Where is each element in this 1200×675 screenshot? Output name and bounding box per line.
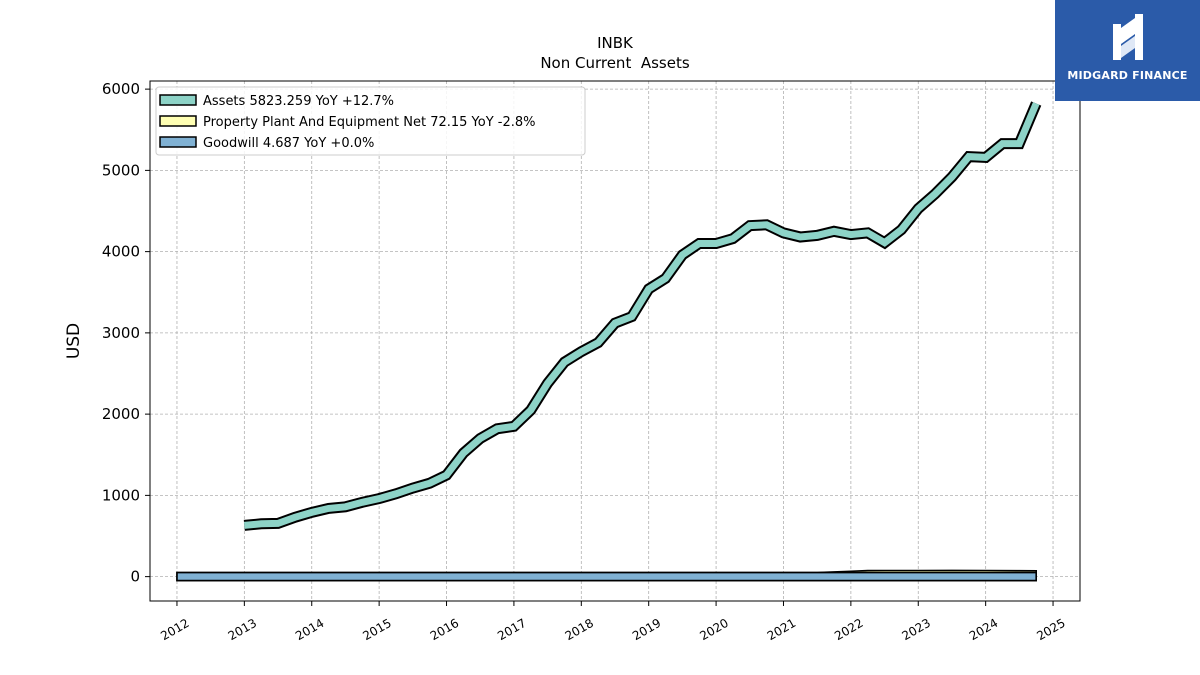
legend-box (155, 86, 586, 156)
y-tick-label: 3000 (102, 324, 140, 342)
y-tick-label: 5000 (102, 161, 140, 179)
y-tick-label: 1000 (102, 486, 140, 504)
series-1-outline (243, 101, 1042, 531)
legend-swatch (159, 115, 197, 127)
chart-subtitle: Non Current Assets (540, 54, 690, 72)
legend-label: Property Plant And Equipment Net 72.15 Y… (203, 115, 536, 130)
brand-name: MIDGARD FINANCE (1067, 69, 1188, 82)
x-tick-label: 2020 (697, 616, 730, 643)
x-tick-label: 2016 (428, 616, 461, 643)
legend-label: Assets 5823.259 YoY +12.7% (203, 94, 394, 109)
series-areas (176, 569, 1037, 582)
x-tick-label: 2015 (360, 616, 393, 643)
x-tick-label: 2019 (630, 616, 663, 643)
x-tick-label: 2023 (900, 616, 933, 643)
y-tick-label: 6000 (102, 80, 140, 98)
x-tick-label: 2017 (495, 616, 528, 643)
legend: Assets 5823.259 YoY +12.7% Property Plant… (155, 86, 586, 156)
y-ticks: 0 1000 2000 3000 4000 5000 6000 (102, 80, 150, 586)
chart-title: INBK (597, 34, 634, 52)
x-tick-label: 2013 (226, 616, 259, 643)
series-1-line (243, 102, 1040, 529)
x-tick-label: 2024 (967, 616, 1000, 643)
grid (150, 81, 1080, 601)
series-3-area (176, 571, 1037, 582)
x-tick-label: 2012 (158, 616, 191, 643)
x-tick-label: 2025 (1034, 616, 1067, 643)
y-tick-label: 0 (130, 568, 140, 586)
brand-logo: MIDGARD FINANCE (1055, 0, 1200, 101)
legend-swatch (159, 94, 197, 106)
series-lines (243, 101, 1042, 531)
y-tick-label: 4000 (102, 243, 140, 261)
logo-mark-icon (1113, 14, 1143, 60)
x-tick-label: 2014 (293, 616, 326, 643)
y-tick-label: 2000 (102, 405, 140, 423)
legend-swatch (159, 136, 197, 148)
plot-frame (149, 80, 1081, 602)
x-tick-label: 2021 (765, 616, 798, 643)
x-tick-label: 2022 (832, 616, 865, 643)
x-ticks: 2012 2013 2014 2015 2016 2017 2018 2019 2020 2021… (158, 601, 1068, 643)
y-axis-label: USD (64, 323, 84, 359)
legend-label: Goodwill 4.687 YoY +0.0% (203, 136, 374, 151)
x-tick-label: 2018 (563, 616, 596, 643)
